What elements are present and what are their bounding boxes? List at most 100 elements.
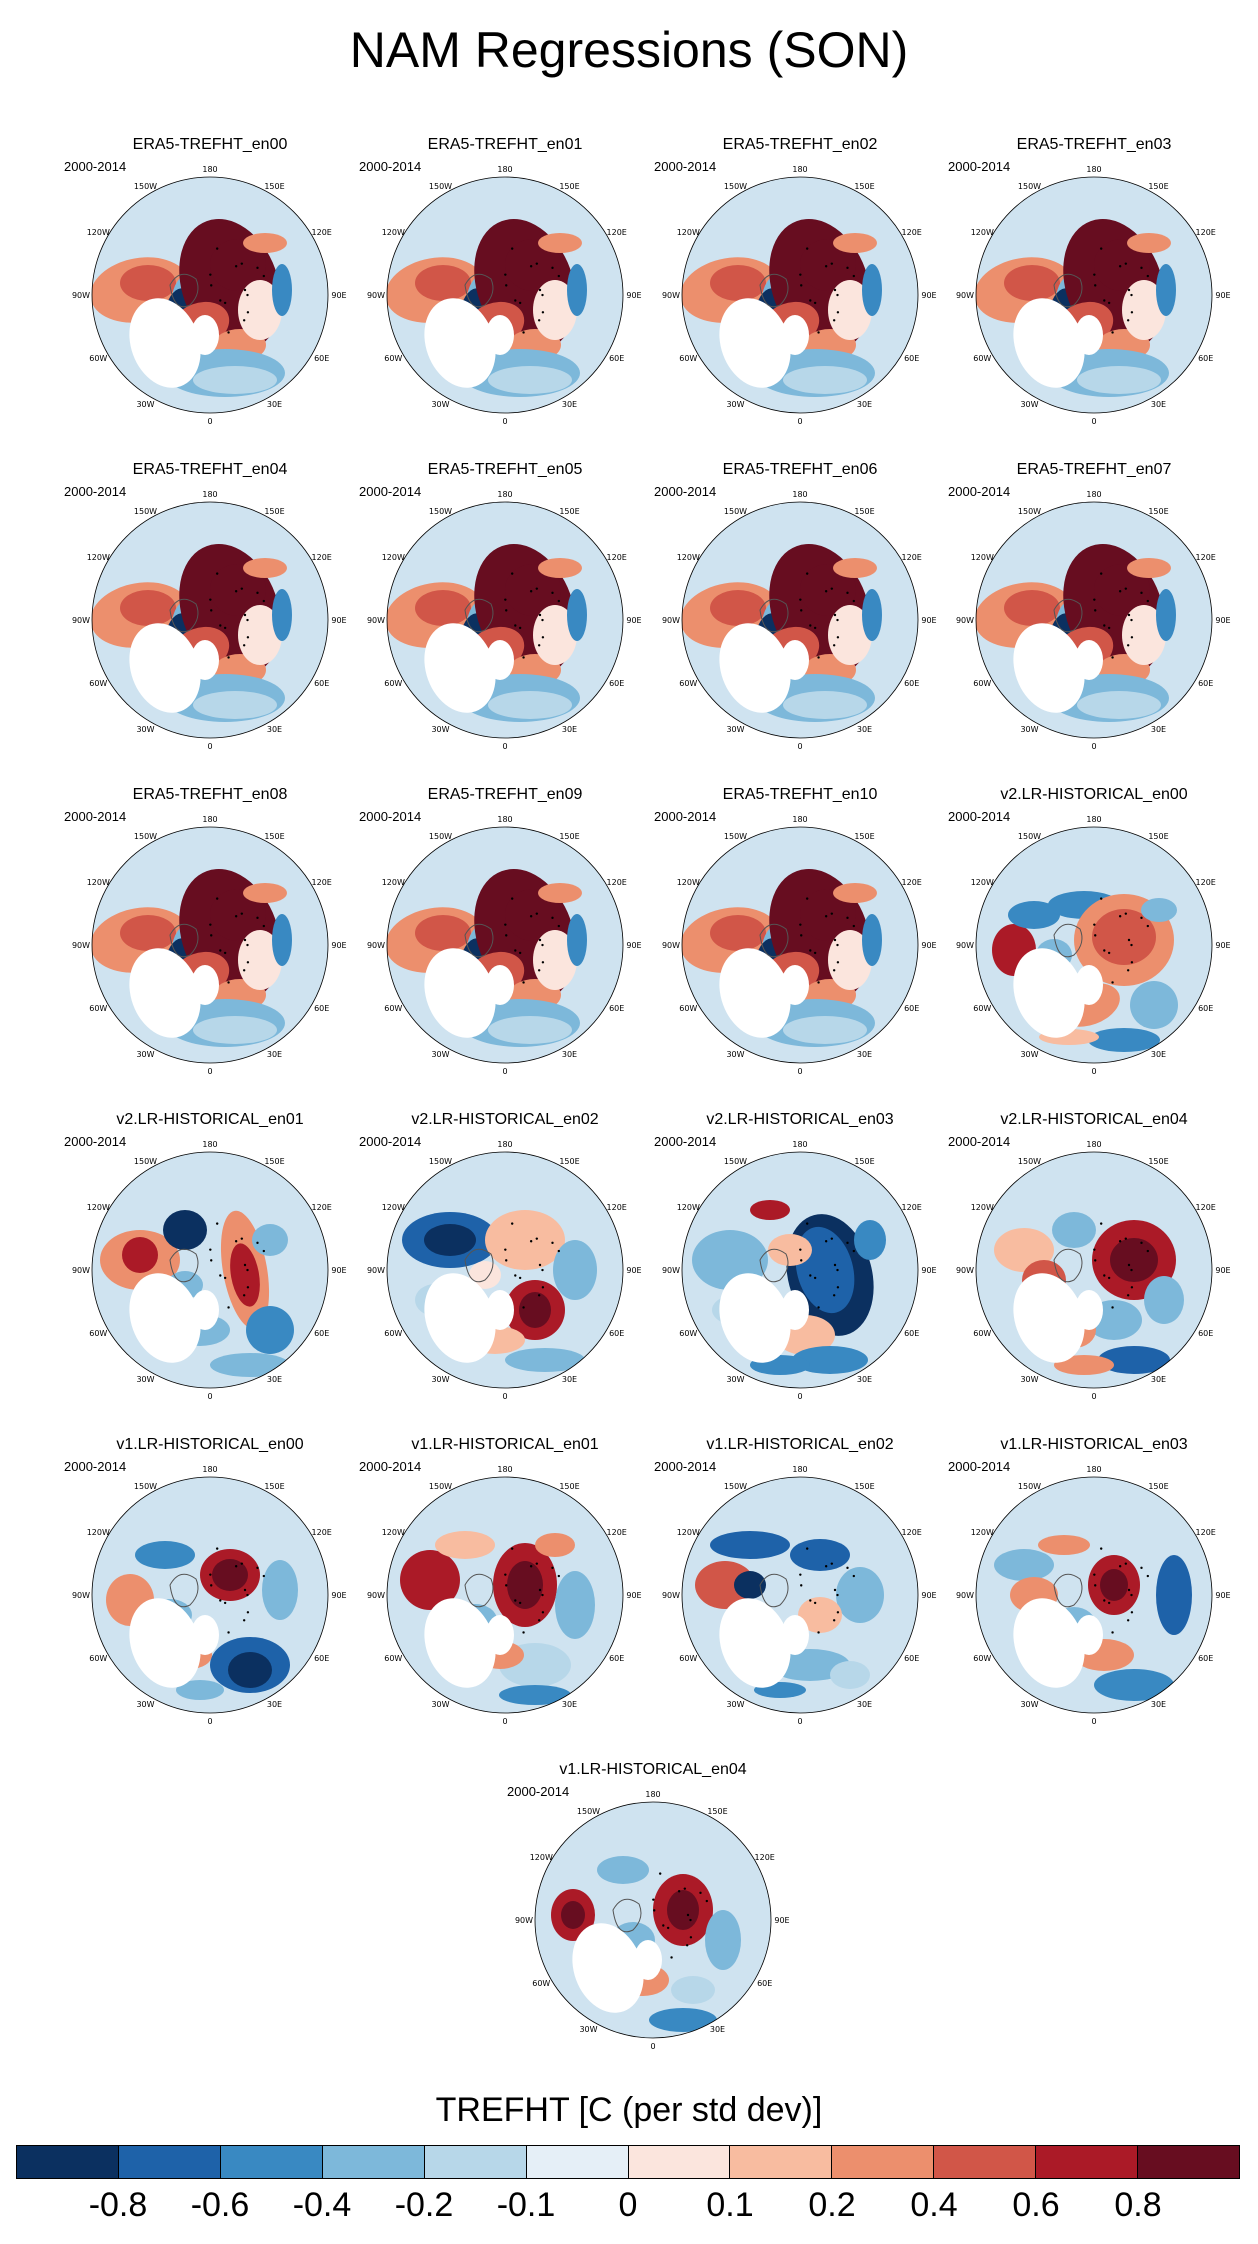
longitude-label: 30E	[857, 400, 872, 409]
longitude-label: 30W	[431, 1375, 449, 1384]
longitude-label: 120W	[382, 228, 405, 237]
longitude-label: 90W	[956, 1266, 974, 1275]
colorbar-tick-label: 0.4	[910, 2186, 958, 2224]
longitude-label: 30W	[726, 400, 744, 409]
longitude-label: 90E	[626, 616, 641, 625]
longitude-label: 120W	[971, 1203, 994, 1212]
longitude-label: 30W	[1020, 1050, 1038, 1059]
longitude-label: 150E	[559, 182, 579, 191]
longitude-label: 150W	[1018, 182, 1041, 191]
colorbar-swatch	[730, 2146, 833, 2178]
colorbar-tick-label: 0	[618, 2186, 638, 2224]
longitude-label: 90W	[662, 291, 680, 300]
longitude-label: 180	[497, 490, 512, 499]
longitude-label: 90W	[367, 291, 385, 300]
longitude-label: 150W	[724, 1157, 747, 1166]
longitude-label: 150E	[1148, 1157, 1168, 1166]
longitude-label: 30E	[562, 1375, 577, 1384]
period-label: 2000-2014	[654, 1459, 717, 1474]
polar-map: 180 150E 120E 90E 60E 30E 0 30W 60W 90W 120W 150W	[72, 165, 347, 426]
longitude-label: 90E	[331, 1266, 346, 1275]
longitude-label: 0	[502, 1067, 507, 1076]
longitude-label: 60W	[973, 1329, 991, 1338]
longitude-label: 30E	[1151, 725, 1166, 734]
longitude-label: 120E	[1196, 553, 1216, 562]
longitude-label: 0	[207, 1067, 212, 1076]
colorbar-swatch	[17, 2146, 119, 2178]
longitude-label: 120W	[971, 553, 994, 562]
panel-title: v2.LR-HISTORICAL_en01	[116, 1111, 304, 1128]
longitude-label: 180	[497, 165, 512, 174]
longitude-label: 30E	[562, 725, 577, 734]
period-label: 2000-2014	[64, 1134, 127, 1149]
longitude-label: 60E	[609, 1654, 624, 1663]
colorbar-swatch	[220, 2146, 323, 2178]
map-panel: v2.LR-HISTORICAL_en01 2000-2014 180 150E 120…	[62, 1110, 358, 1410]
colorbar	[16, 2145, 1240, 2179]
map-panel: v1.LR-HISTORICAL_en01 2000-2014 180 150E 120…	[357, 1435, 653, 1735]
longitude-label: 150W	[429, 1157, 452, 1166]
longitude-label: 90E	[331, 1591, 346, 1600]
longitude-label: 30E	[267, 1375, 282, 1384]
colorbar-tick-label: 0.2	[808, 2186, 856, 2224]
colorbar-tick-label: 0.1	[706, 2186, 754, 2224]
panel-title: v1.LR-HISTORICAL_en00	[116, 1436, 304, 1453]
panel-title: v1.LR-HISTORICAL_en04	[559, 1761, 747, 1778]
period-label: 2000-2014	[64, 484, 127, 499]
longitude-label: 180	[497, 1140, 512, 1149]
longitude-label: 60E	[1198, 1654, 1213, 1663]
longitude-label: 60E	[1198, 1329, 1213, 1338]
longitude-label: 150W	[724, 1482, 747, 1491]
longitude-label: 120W	[971, 878, 994, 887]
longitude-label: 90W	[956, 291, 974, 300]
longitude-label: 90E	[921, 291, 936, 300]
longitude-label: 120E	[755, 1853, 775, 1862]
longitude-label: 90W	[72, 941, 90, 950]
polar-map: 180 150E 120E 90E 60E 30E 0 30W 60W 90W 120W 150W	[72, 490, 347, 751]
longitude-label: 150E	[1148, 832, 1168, 841]
panel-title: v1.LR-HISTORICAL_en02	[706, 1436, 894, 1453]
longitude-label: 180	[202, 1140, 217, 1149]
longitude-label: 150W	[577, 1807, 600, 1816]
longitude-label: 90E	[331, 941, 346, 950]
longitude-label: 0	[207, 1392, 212, 1401]
longitude-label: 30W	[1020, 1375, 1038, 1384]
longitude-label: 150W	[134, 1482, 157, 1491]
longitude-label: 150W	[134, 832, 157, 841]
longitude-label: 120E	[312, 553, 332, 562]
longitude-label: 150E	[1148, 182, 1168, 191]
longitude-label: 90W	[367, 1266, 385, 1275]
longitude-label: 60W	[679, 679, 697, 688]
colorbar-swatch	[424, 2146, 527, 2178]
longitude-label: 30E	[857, 1050, 872, 1059]
longitude-label: 30W	[1020, 400, 1038, 409]
longitude-label: 60E	[609, 354, 624, 363]
polar-map: 180 150E 120E 90E 60E 30E 0 30W 60W 90W 120W 150W	[662, 490, 937, 751]
longitude-label: 90E	[1215, 291, 1230, 300]
longitude-label: 150W	[429, 832, 452, 841]
longitude-label: 60W	[973, 679, 991, 688]
longitude-label: 30E	[562, 1700, 577, 1709]
longitude-label: 30W	[136, 1375, 154, 1384]
colorbar-swatch	[322, 2146, 425, 2178]
longitude-label: 30W	[726, 1700, 744, 1709]
colorbar-swatch	[118, 2146, 221, 2178]
longitude-label: 90E	[921, 1266, 936, 1275]
longitude-label: 60E	[314, 354, 329, 363]
period-label: 2000-2014	[507, 1784, 570, 1799]
longitude-label: 60W	[679, 1004, 697, 1013]
longitude-label: 150W	[724, 507, 747, 516]
period-label: 2000-2014	[64, 1459, 127, 1474]
map-panel: ERA5-TREFHT_en05 2000-2014 180 150E 120E 90E 6…	[357, 460, 653, 760]
period-label: 2000-2014	[948, 1134, 1011, 1149]
map-panel: v2.LR-HISTORICAL_en03 2000-2014 180 150E 120…	[652, 1110, 948, 1410]
panel-title: ERA5-TREFHT_en01	[427, 136, 583, 153]
longitude-label: 150W	[429, 182, 452, 191]
longitude-label: 0	[797, 742, 802, 751]
longitude-label: 60E	[314, 1654, 329, 1663]
longitude-label: 30W	[136, 1700, 154, 1709]
colorbar-tick-label: -0.1	[496, 2186, 556, 2224]
longitude-label: 120E	[607, 878, 627, 887]
longitude-label: 60E	[904, 1329, 919, 1338]
longitude-label: 30E	[267, 1050, 282, 1059]
